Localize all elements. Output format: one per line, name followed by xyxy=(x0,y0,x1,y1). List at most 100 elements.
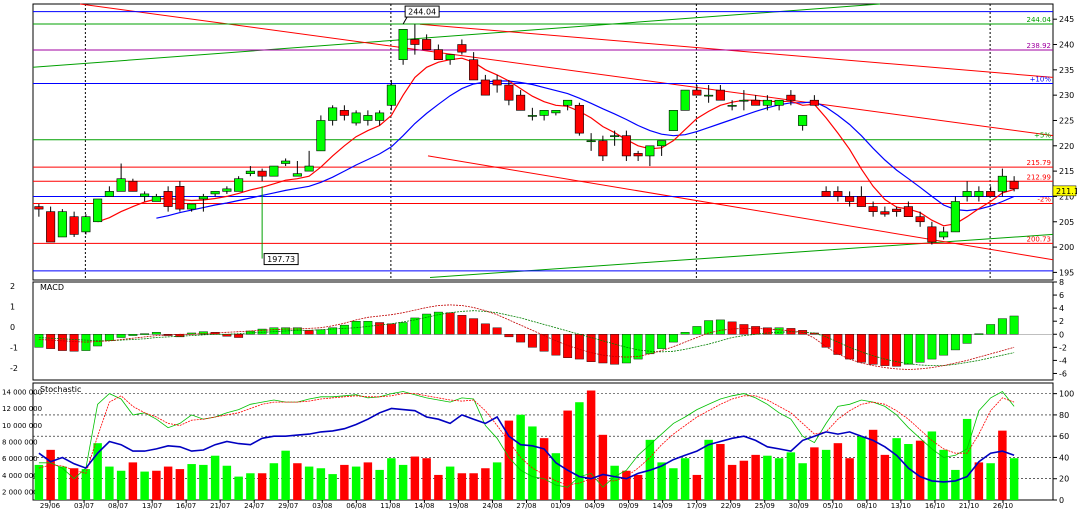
candle[interactable] xyxy=(457,44,467,53)
volume-bar[interactable] xyxy=(939,449,948,500)
macd-bar[interactable] xyxy=(997,318,1007,335)
macd-bar[interactable] xyxy=(316,329,326,335)
candle[interactable] xyxy=(1009,180,1019,190)
candle[interactable] xyxy=(668,110,678,131)
volume-bar[interactable] xyxy=(281,450,290,500)
macd-bar[interactable] xyxy=(551,334,561,356)
candle[interactable] xyxy=(833,191,843,197)
volume-bar[interactable] xyxy=(810,447,819,500)
candle[interactable] xyxy=(751,99,761,106)
volume-bar[interactable] xyxy=(269,463,279,500)
volume-bar[interactable] xyxy=(610,465,619,500)
candle[interactable] xyxy=(598,140,608,157)
macd-bar[interactable] xyxy=(586,334,596,362)
candle[interactable] xyxy=(856,196,866,207)
macd-bar[interactable] xyxy=(845,334,855,360)
volume-bar[interactable] xyxy=(657,462,666,500)
candle[interactable] xyxy=(151,196,161,202)
candle[interactable] xyxy=(433,49,443,61)
volume-bar[interactable] xyxy=(751,454,760,500)
volume-bar[interactable] xyxy=(892,438,901,500)
volume-bar[interactable] xyxy=(457,473,467,500)
macd-bar[interactable] xyxy=(915,334,925,363)
volume-bar[interactable] xyxy=(833,443,843,500)
candle[interactable] xyxy=(798,115,808,126)
volume-bar[interactable] xyxy=(763,455,772,500)
macd-bar[interactable] xyxy=(46,334,56,349)
macd-bar[interactable] xyxy=(210,332,220,335)
candle[interactable] xyxy=(610,135,620,137)
volume-stochastic-panel[interactable]: 14 000 000 12 000 000 10 000 000 8 000 000 6… xyxy=(2,382,1074,505)
candle[interactable] xyxy=(692,89,702,96)
candle[interactable] xyxy=(257,170,267,177)
macd-bar[interactable] xyxy=(504,334,514,338)
volume-bar[interactable] xyxy=(422,458,431,500)
volume-bar[interactable] xyxy=(622,470,631,500)
volume-bar[interactable] xyxy=(774,458,784,500)
candle[interactable] xyxy=(880,211,890,215)
volume-bar[interactable] xyxy=(904,444,913,500)
macd-bar[interactable] xyxy=(151,332,161,335)
macd-bar[interactable] xyxy=(610,334,620,365)
volume-bar[interactable] xyxy=(951,469,960,500)
candle[interactable] xyxy=(915,216,925,223)
candle[interactable] xyxy=(539,110,549,116)
candle[interactable] xyxy=(633,153,643,157)
volume-bar[interactable] xyxy=(962,418,972,500)
candle[interactable] xyxy=(645,145,655,157)
volume-bar[interactable] xyxy=(58,466,67,500)
candle[interactable] xyxy=(986,191,996,197)
volume-bar[interactable] xyxy=(187,464,196,500)
candle[interactable] xyxy=(316,120,326,152)
macd-bar[interactable] xyxy=(422,313,432,335)
macd-bar[interactable] xyxy=(880,334,890,366)
candle[interactable] xyxy=(739,99,749,102)
volume-bar[interactable] xyxy=(152,470,161,500)
macd-bar[interactable] xyxy=(292,327,302,335)
macd-bar[interactable] xyxy=(974,333,984,335)
volume-bar[interactable] xyxy=(504,420,514,500)
candle[interactable] xyxy=(927,226,937,243)
macd-bar[interactable] xyxy=(950,334,960,351)
macd-bar[interactable] xyxy=(339,324,349,335)
macd-bar[interactable] xyxy=(657,334,667,349)
volume-bar[interactable] xyxy=(1009,458,1019,500)
volume-bar[interactable] xyxy=(880,454,890,500)
candle[interactable] xyxy=(339,110,349,116)
volume-bar[interactable] xyxy=(986,463,995,500)
candle[interactable] xyxy=(962,191,972,197)
candle[interactable] xyxy=(574,104,584,134)
candle[interactable] xyxy=(81,216,91,233)
macd-bar[interactable] xyxy=(140,333,150,335)
candle[interactable] xyxy=(304,165,314,172)
candle[interactable] xyxy=(727,104,737,107)
macd-bar[interactable] xyxy=(480,323,490,335)
macd-bar[interactable] xyxy=(633,334,643,360)
macd-bar[interactable] xyxy=(433,311,443,335)
volume-bar[interactable] xyxy=(398,464,408,500)
volume-bar[interactable] xyxy=(551,453,561,500)
macd-bar[interactable] xyxy=(868,334,878,365)
macd-bar[interactable] xyxy=(645,334,655,355)
candle[interactable] xyxy=(974,191,984,197)
macd-bar[interactable] xyxy=(574,334,584,360)
candle[interactable] xyxy=(351,112,361,124)
candle[interactable] xyxy=(903,206,913,217)
volume-bar[interactable] xyxy=(140,471,149,500)
candle[interactable] xyxy=(140,193,150,197)
volume-bar[interactable] xyxy=(727,464,737,500)
macd-bar[interactable] xyxy=(398,322,408,335)
candle[interactable] xyxy=(116,178,126,192)
candle[interactable] xyxy=(128,180,138,192)
volume-bar[interactable] xyxy=(680,458,690,500)
macd-bar[interactable] xyxy=(363,321,373,335)
macd-bar[interactable] xyxy=(986,324,996,335)
candle[interactable] xyxy=(292,173,302,177)
volume-bar[interactable] xyxy=(163,466,173,500)
macd-bar[interactable] xyxy=(93,334,103,347)
volume-bar[interactable] xyxy=(304,466,314,500)
candle[interactable] xyxy=(821,191,831,197)
candle[interactable] xyxy=(93,198,103,223)
candle[interactable] xyxy=(621,135,631,157)
candle[interactable] xyxy=(774,99,784,106)
